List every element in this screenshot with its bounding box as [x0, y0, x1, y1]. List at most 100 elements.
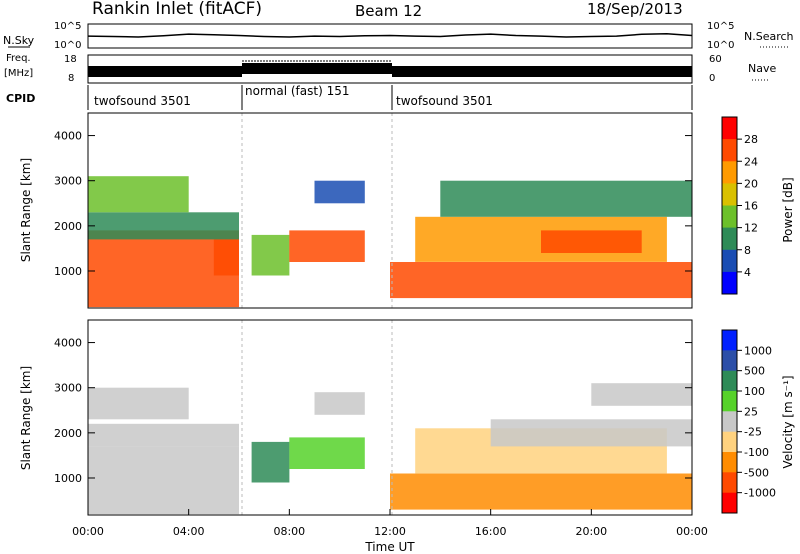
power-swatch-3 [722, 183, 737, 206]
power-band-10 [541, 230, 642, 253]
power-swatch-4 [722, 205, 737, 229]
cpid-segment-1: twofsound 3501 [94, 94, 191, 108]
power-ylabel: Slant Range [km] [19, 158, 33, 262]
noise-trace [87, 33, 693, 38]
velocity-colorbar: 1000 500 100 25 -25 -100 -500 -1000 Velocity [m… [721, 329, 795, 514]
time-x-axis: 00:00 04:00 08:00 12:00 16:00 20:00 00:00 [72, 509, 708, 538]
velocity-colorbar-ticks: 1000 500 100 25 -25 -100 -500 -1000 [737, 344, 776, 500]
power-colorbar-ticks: 28 24 20 16 12 8 4 [737, 133, 758, 279]
velocity-panel: 1000 2000 3000 4000 Slant Range [km] 00:00 0… [19, 319, 708, 554]
power-cb-tick-label-3: 16 [744, 200, 758, 213]
freq-segment-1 [88, 66, 242, 77]
velocity-band-9 [591, 383, 692, 406]
noise-label-right: N.Search [744, 30, 794, 43]
power-swatch-5 [722, 227, 737, 251]
velocity-bands [88, 383, 692, 515]
velocity-colorbar-swatches [722, 330, 737, 514]
power-band-9 [440, 180, 692, 217]
velocity-cb-tick-label-3: 25 [744, 405, 758, 418]
cpid-segment-2: normal (fast) 151 [245, 84, 349, 98]
power-cb-tick-label-6: 4 [744, 266, 751, 279]
noise-ytick-top: 10^5 [54, 21, 81, 32]
power-frame [87, 112, 693, 309]
freq-ytick-top: 18 [64, 54, 77, 65]
power-ytick-label-2: 3000 [54, 175, 82, 188]
power-cb-tick-label-4: 12 [744, 222, 758, 235]
velocity-swatch-0 [722, 330, 737, 351]
chart-title: Rankin Inlet (fitACF) [92, 0, 262, 19]
velocity-y-axis: 1000 2000 3000 4000 [54, 337, 692, 485]
velocity-band-4 [289, 437, 365, 469]
date-label: 18/Sep/2013 [587, 0, 683, 18]
power-colorbar-swatches [722, 117, 737, 295]
velocity-band-0 [88, 446, 239, 515]
power-swatch-2 [722, 161, 737, 184]
xtick-label-3: 12:00 [374, 525, 406, 538]
freq-segment-2 [242, 63, 392, 74]
xtick-label-5: 20:00 [575, 525, 607, 538]
velocity-swatch-4 [722, 411, 737, 433]
power-cb-tick-label-0: 28 [744, 133, 758, 146]
freq-panel: Freq. [MHz] 18 8 60 0 Nave [4, 53, 776, 84]
velocity-ytick-label-3: 4000 [54, 337, 82, 350]
beam-label: Beam 12 [355, 2, 422, 20]
freq-label-2: [MHz] [4, 68, 33, 79]
velocity-swatch-8 [722, 492, 737, 514]
power-band-7 [390, 262, 692, 299]
power-cb-tick-label-2: 20 [744, 177, 758, 190]
power-bands [88, 176, 692, 308]
xtick-label-4: 16:00 [475, 525, 507, 538]
velocity-colorbar-title: Velocity [m s⁻¹] [781, 375, 795, 468]
velocity-colorbar-frame [721, 329, 738, 514]
power-colorbar-title: Power [dB] [781, 177, 795, 242]
noise-ytick-top-right: 10^5 [707, 21, 734, 32]
noise-panel: N.Sky 10^5 10^0 10^5 10^0 N.Search [3, 21, 794, 51]
velocity-cb-tick-label-7: -1000 [744, 487, 776, 500]
power-band-1 [213, 239, 239, 276]
nave-ytick-bottom: 0 [709, 73, 715, 84]
velocity-swatch-5 [722, 431, 737, 453]
nave-label: Nave [748, 62, 776, 75]
nave-ytick-top: 60 [709, 54, 722, 65]
cpid-segment-3: twofsound 3501 [396, 94, 493, 108]
freq-segment-3 [392, 66, 692, 77]
velocity-band-6 [390, 473, 692, 510]
noise-ytick-bottom-right: 10^0 [707, 40, 734, 51]
power-swatch-6 [722, 249, 737, 273]
velocity-swatch-6 [722, 452, 737, 473]
power-y-axis: 1000 2000 3000 4000 [54, 130, 692, 278]
xtick-label-2: 08:00 [273, 525, 305, 538]
power-swatch-0 [722, 117, 737, 140]
freq-label-1: Freq. [6, 53, 31, 64]
velocity-cb-tick-label-6: -500 [744, 466, 769, 479]
velocity-cb-tick-label-2: 100 [744, 385, 765, 398]
cpid-panel: CPID twofsound 3501 normal (fast) 151 tw… [6, 84, 693, 110]
power-swatch-1 [722, 139, 737, 162]
power-band-2 [88, 212, 239, 240]
velocity-band-2 [88, 387, 189, 420]
freq-ytick-bottom: 8 [68, 73, 74, 84]
noise-frame [87, 23, 693, 49]
noise-label-left: N.Sky [3, 34, 35, 47]
velocity-band-5 [314, 392, 365, 415]
power-cb-tick-label-5: 8 [744, 244, 751, 257]
velocity-ytick-label-2: 3000 [54, 382, 82, 395]
power-band-5 [289, 230, 365, 262]
xtick-label-6: 00:00 [676, 525, 708, 538]
power-cb-tick-label-1: 24 [744, 155, 758, 168]
velocity-swatch-7 [722, 472, 737, 494]
xtick-label-0: 00:00 [72, 525, 104, 538]
power-band-4 [251, 234, 290, 276]
velocity-ylabel: Slant Range [km] [19, 366, 33, 470]
noise-ytick-bottom: 10^0 [54, 40, 81, 51]
cpid-label: CPID [6, 92, 35, 105]
velocity-cb-tick-label-4: -25 [744, 426, 762, 439]
power-band-6 [314, 180, 365, 204]
velocity-swatch-2 [722, 370, 737, 392]
velocity-ytick-label-1: 2000 [54, 427, 82, 440]
velocity-swatch-1 [722, 350, 737, 372]
velocity-ytick-label-0: 1000 [54, 472, 82, 485]
power-swatch-7 [722, 271, 737, 295]
power-ytick-label-1: 2000 [54, 220, 82, 233]
